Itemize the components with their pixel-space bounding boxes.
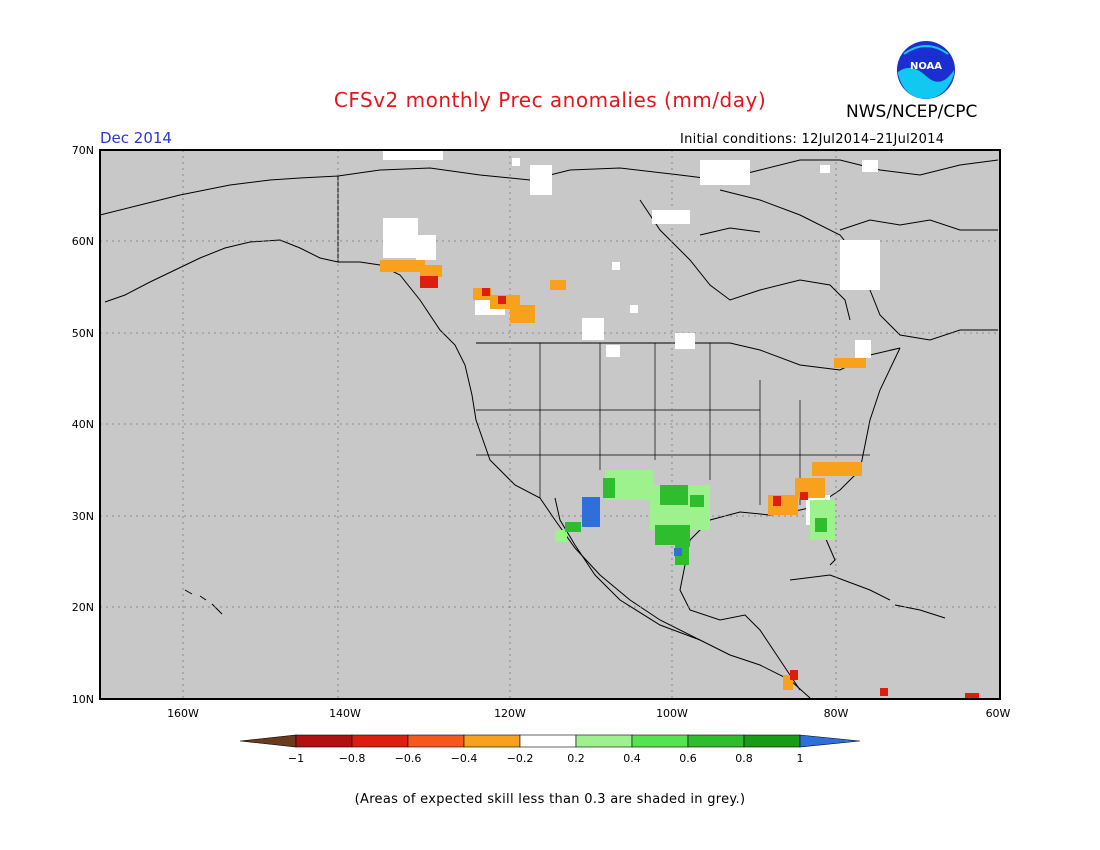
colorbar-bin [743,734,801,748]
lon-label: 160W [167,707,199,720]
colorbar-bin [351,734,409,748]
anomaly-negative-strong [420,276,979,699]
lat-label: 40N [71,418,94,431]
anomaly-positive-strong [565,478,827,565]
lat-label: 70N [71,144,94,157]
colorbar-bin [575,734,633,748]
forecast-month: Dec 2014 [100,129,172,147]
lat-label: 10N [71,693,94,706]
skill-grey-background [100,150,1000,699]
colorbar-tick: −0.6 [394,752,422,765]
lon-label: 120W [494,707,526,720]
lat-label: 30N [71,510,94,523]
colorbar-bin [463,734,521,748]
colorbar-bin [295,734,353,748]
state-boundaries [476,343,870,505]
colorbar-tick: −0.2 [506,752,534,765]
colorbar-tick: 0.6 [679,752,697,765]
colorbar-bin [519,734,577,748]
logo-text: NOAA [910,61,942,72]
colorbar-bin [687,734,745,748]
map-title: CFSv2 monthly Prec anomalies (mm/day) [333,88,767,112]
colorbar-tick: 0.4 [623,752,641,765]
map-frame [99,149,1001,700]
anomaly-positive-extreme [582,497,682,556]
colorbar-tick: 0.2 [567,752,585,765]
colorbar-tick: −0.8 [338,752,366,765]
lat-label: 60N [71,235,94,248]
lon-label: 80W [823,707,849,720]
colorbar-bin [631,734,689,748]
lon-label: 100W [656,707,688,720]
colorbar-high-arrow [799,734,861,748]
colorbar-tick: −1 [287,752,305,765]
agency-label: NWS/NCEP/CPC [846,102,978,122]
lat-label: 50N [71,327,94,340]
colorbar-low-arrow [239,734,297,748]
lon-label: 140W [329,707,361,720]
lon-label: 60W [985,707,1011,720]
coastlines [99,159,999,699]
colorbar-bin [407,734,465,748]
lat-label: 20N [71,601,94,614]
noaa-logo-icon: NOAA [897,41,955,99]
colorbar-tick: −0.4 [450,752,478,765]
initial-conditions: Initial conditions: 12Jul2014–21Jul2014 [680,132,945,147]
colorbar [239,734,861,748]
skill-footnote: (Areas of expected skill less than 0.3 a… [354,792,746,807]
colorbar-tick: 1 [796,752,804,765]
colorbar-tick: 0.8 [735,752,753,765]
